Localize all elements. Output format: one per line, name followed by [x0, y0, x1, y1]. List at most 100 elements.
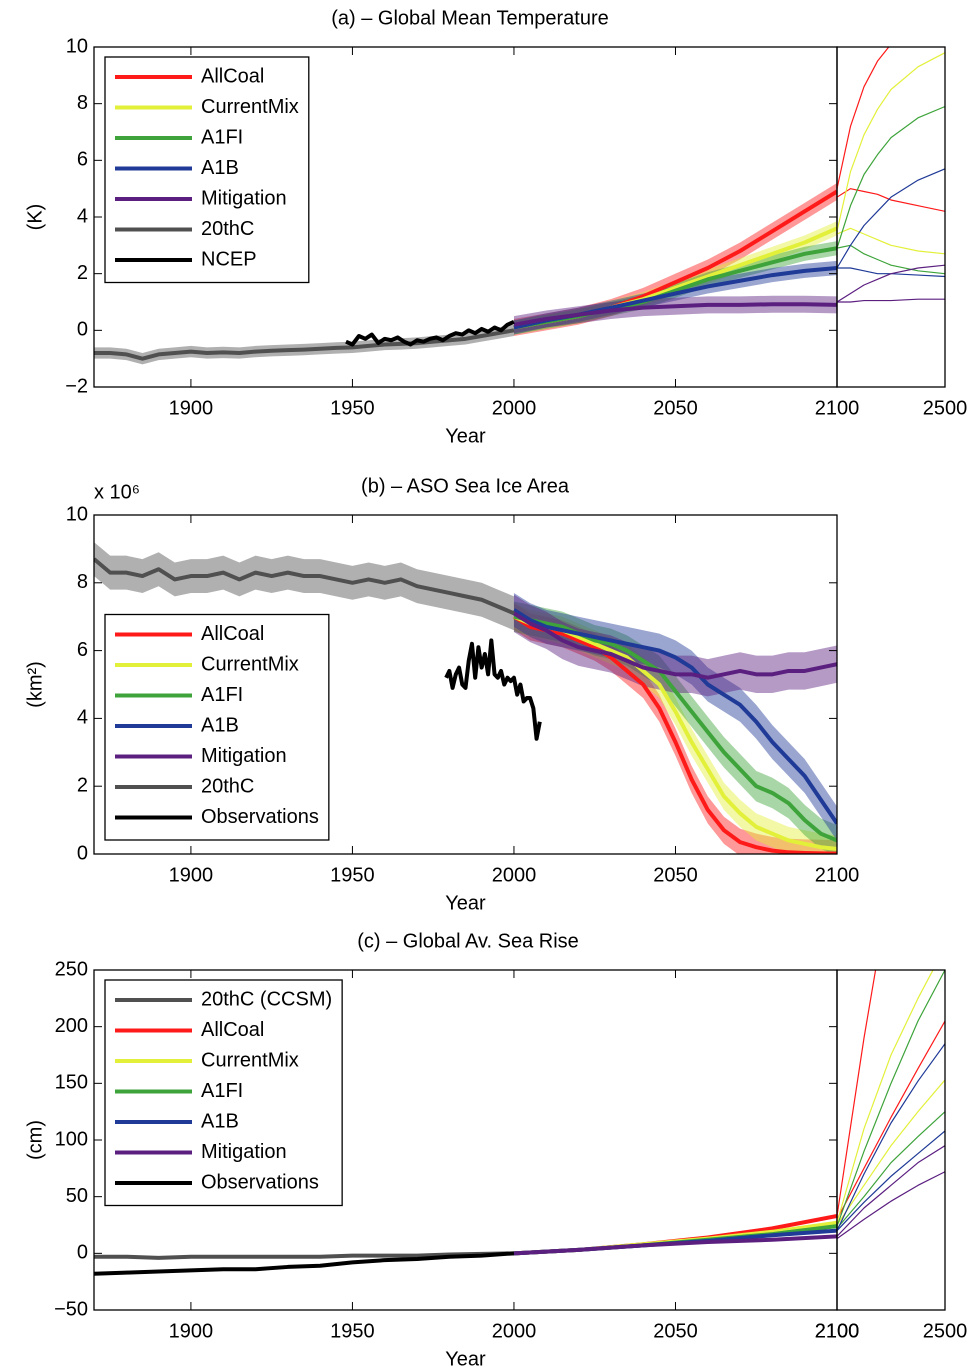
x-tick-label: 2100: [815, 1320, 860, 1342]
plot-area: [94, 1213, 837, 1276]
series-line: [94, 557, 515, 616]
legend-label: Observations: [201, 1171, 319, 1193]
y-axis-label: (K): [24, 204, 46, 231]
uncertainty-band: [513, 594, 837, 697]
uncertainty-band: [513, 295, 837, 334]
projection-line: [837, 1043, 945, 1231]
y-axis-label: (cm): [24, 1120, 46, 1160]
y-tick-label: 10: [66, 503, 88, 525]
series-line: [345, 320, 515, 347]
legend-label: AllCoal: [201, 1019, 264, 1041]
projection-line: [837, 52, 945, 232]
chart-title: (c) – Global Av. Sea Rise: [357, 930, 579, 952]
x-tick-label: 1950: [330, 397, 375, 419]
plot-area: [837, 970, 945, 1240]
axes-frame: [836, 969, 946, 1311]
x-tick-label: 2050: [653, 397, 698, 419]
legend-label: 20thC (CCSM): [201, 988, 332, 1010]
projection-line: [837, 1079, 945, 1226]
legend-label: A1FI: [201, 126, 243, 148]
uncertainty-band: [94, 324, 514, 365]
projection-line: [837, 188, 945, 212]
x-axis-label: Year: [445, 892, 486, 914]
projection-line: [837, 267, 945, 278]
projection-line: [837, 227, 945, 255]
uncertainty-band: [94, 542, 514, 631]
x-tick-label: 2000: [492, 1320, 537, 1342]
chart-title: (b) – ASO Sea Ice Area: [361, 475, 570, 497]
y-tick-label: 4: [77, 707, 88, 729]
series-line: [513, 614, 837, 843]
y-tick-label: 100: [55, 1128, 88, 1150]
legend-label: AllCoal: [201, 623, 264, 645]
x-tick-label: 2100: [815, 1320, 860, 1342]
legend-label: AllCoal: [201, 65, 264, 87]
y-axis-label: (km²): [24, 661, 46, 708]
x-tick-label: 2050: [653, 1320, 698, 1342]
axis-multiplier: x 10⁶: [94, 481, 140, 503]
axes-frame: [93, 514, 838, 855]
x-tick-label: 2000: [492, 397, 537, 419]
legend-label: 20thC: [201, 775, 254, 797]
legend-box: [104, 56, 310, 284]
projection-line: [837, 1145, 945, 1237]
legend-label: CurrentMix: [201, 96, 299, 118]
legend-label: CurrentMix: [201, 1049, 299, 1071]
y-tick-label: 200: [55, 1015, 88, 1037]
x-tick-label: 1900: [169, 864, 214, 886]
legend-label: A1FI: [201, 1080, 243, 1102]
projection-line: [837, 1171, 945, 1240]
x-tick-label: 1900: [169, 397, 214, 419]
x-axis-label: Year: [445, 425, 486, 447]
uncertainty-band: [513, 601, 837, 854]
projection-line: [837, 1130, 945, 1232]
y-tick-label: 8: [77, 571, 88, 593]
y-tick-label: −2: [65, 375, 88, 397]
y-tick-label: 50: [66, 1185, 88, 1207]
series-line: [513, 1234, 837, 1256]
plot-area: [94, 542, 837, 854]
legend-label: CurrentMix: [201, 653, 299, 675]
chart-title: (a) – Global Mean Temperature: [331, 7, 609, 29]
legend-label: A1B: [201, 157, 239, 179]
uncertainty-band: [513, 603, 837, 854]
legend-label: Mitigation: [201, 1141, 287, 1163]
x-tick-label: 2100: [815, 864, 860, 886]
projection-line: [837, 1111, 945, 1229]
legend-label: A1B: [201, 714, 239, 736]
legend-label: NCEP: [201, 248, 257, 270]
series-line: [512, 608, 837, 825]
y-tick-label: 4: [77, 205, 88, 227]
y-tick-label: 6: [77, 149, 88, 171]
x-tick-label: 2500: [923, 397, 968, 419]
legend-label: A1FI: [201, 684, 243, 706]
y-tick-label: 8: [77, 92, 88, 114]
x-tick-label: 2500: [923, 1320, 968, 1342]
legend-label: A1B: [201, 1110, 239, 1132]
series-line: [513, 302, 837, 327]
series-line: [94, 1251, 514, 1260]
y-tick-label: 0: [77, 842, 88, 864]
y-tick-label: 6: [77, 639, 88, 661]
y-tick-label: 0: [77, 319, 88, 341]
x-tick-label: 1950: [330, 1320, 375, 1342]
projection-line: [837, 105, 945, 249]
y-tick-label: −50: [54, 1298, 88, 1320]
projection-line: [837, 264, 945, 303]
y-tick-label: 10: [66, 35, 88, 57]
x-tick-label: 2050: [653, 864, 698, 886]
y-tick-label: 2: [77, 774, 88, 796]
projection-line: [837, 970, 877, 1217]
projection-line: [837, 298, 945, 303]
y-tick-label: 0: [77, 1242, 88, 1264]
series-line: [512, 611, 837, 680]
series-line: [512, 615, 837, 854]
uncertainty-band: [513, 592, 837, 841]
x-tick-label: 1900: [169, 1320, 214, 1342]
y-tick-label: 2: [77, 262, 88, 284]
series-line: [94, 1251, 515, 1276]
y-tick-label: 150: [55, 1072, 88, 1094]
x-tick-label: 1950: [330, 864, 375, 886]
axes-frame: [836, 46, 946, 388]
